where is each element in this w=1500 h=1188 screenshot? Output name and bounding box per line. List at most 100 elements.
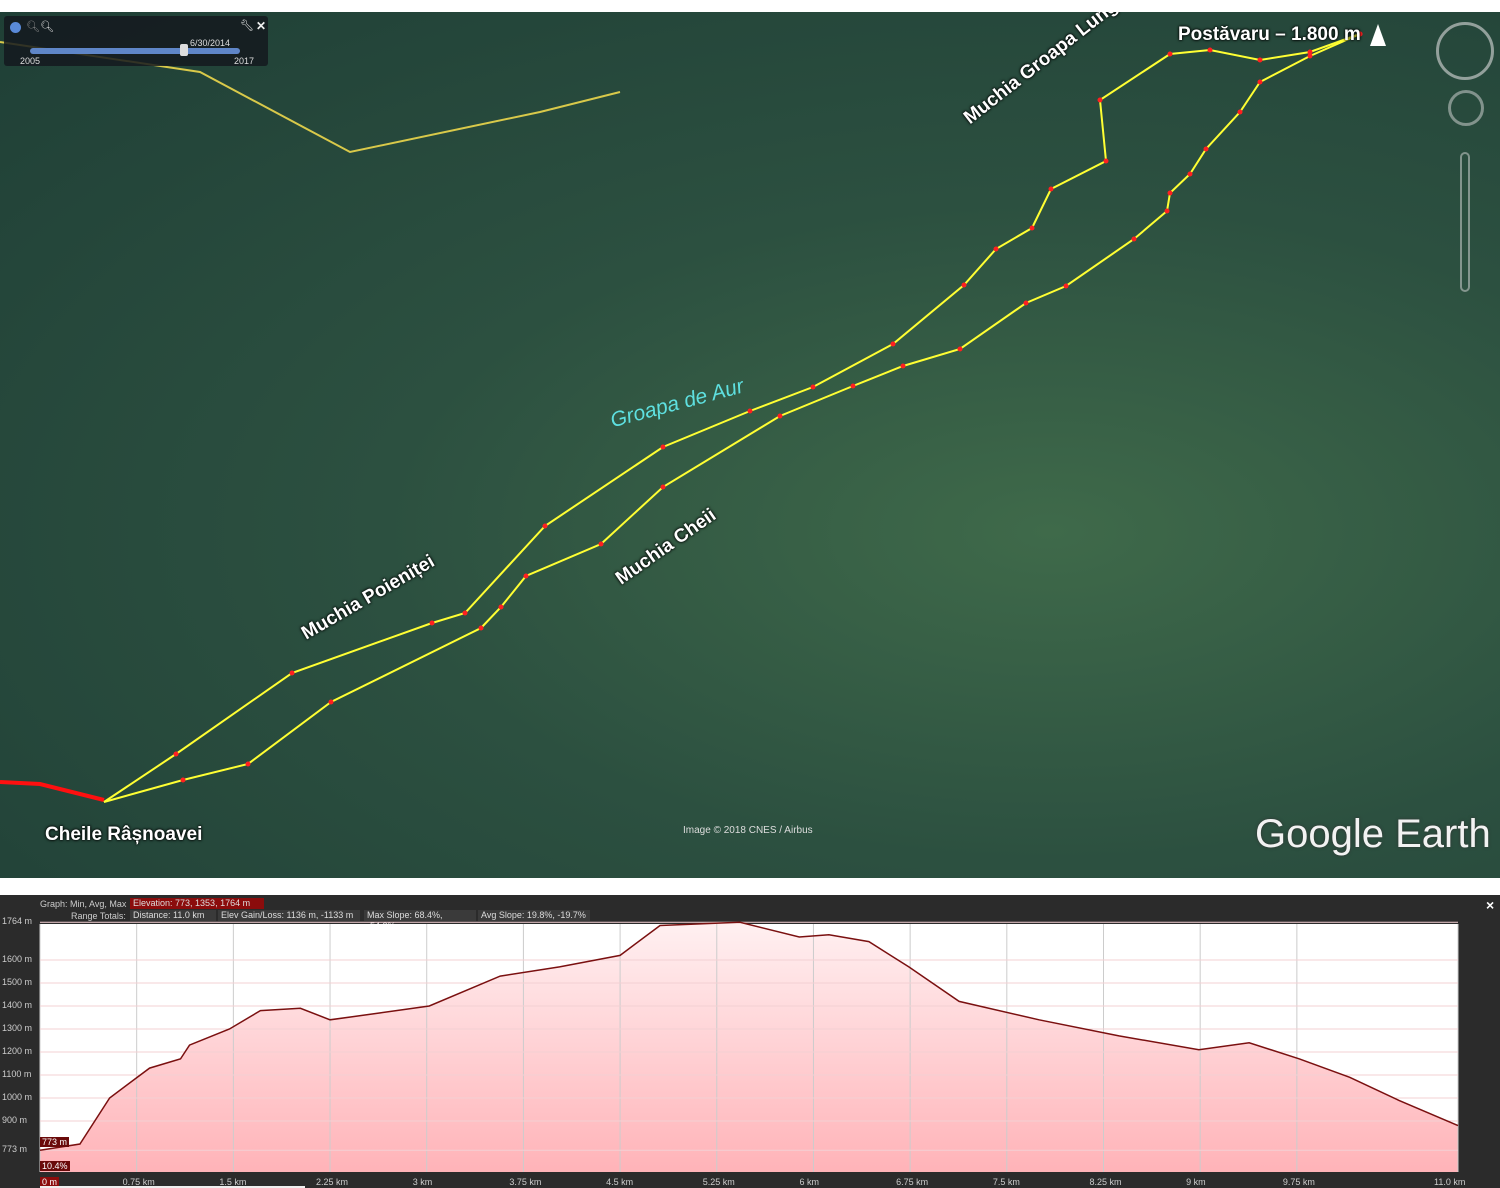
graph-label: Graph: Min, Avg, Max	[40, 899, 127, 909]
summit-marker-icon	[1370, 24, 1386, 46]
waypoint[interactable]	[900, 363, 906, 369]
waypoint[interactable]	[598, 541, 604, 547]
distance-stat: Distance: 11.0 km	[130, 910, 216, 921]
x-tick-label: 0 m	[40, 1177, 60, 1187]
waypoint[interactable]	[1207, 47, 1213, 53]
compass-icon[interactable]	[1436, 22, 1494, 80]
y-tick-label: 1400 m	[2, 1000, 33, 1010]
range-totals-label: Range Totals:	[71, 911, 126, 921]
map-view[interactable]: 🔍︎ 🔍︎ 🔧︎ ✕ 6/30/2014 2005 2017 Postăvaru…	[0, 12, 1500, 878]
end-year: 2017	[234, 56, 255, 66]
x-tick-label: 8.25 km	[1089, 1177, 1122, 1187]
avg-slope-stat: Avg Slope: 19.8%, -19.7%	[478, 910, 590, 921]
zoom-in-icon[interactable]: 🔍︎	[40, 21, 54, 33]
close-icon[interactable]: ✕	[256, 19, 267, 33]
waypoint[interactable]	[993, 246, 999, 252]
waypoint[interactable]	[173, 751, 179, 757]
y-tick-label: 1500 m	[2, 977, 33, 987]
waypoint[interactable]	[245, 761, 251, 767]
date-label: 6/30/2014	[190, 38, 231, 48]
x-tick-label: 3 km	[412, 1177, 433, 1187]
google-earth-logo: Google Earth	[1255, 812, 1491, 856]
waypoint[interactable]	[1307, 49, 1313, 55]
waypoint[interactable]	[328, 699, 334, 705]
zoom-out-icon[interactable]: 🔍︎	[26, 21, 40, 33]
waypoint[interactable]	[810, 384, 816, 390]
x-tick-label: 9.75 km	[1282, 1177, 1315, 1187]
waypoint[interactable]	[1203, 146, 1209, 152]
start-year: 2005	[20, 56, 41, 66]
x-tick-label: 6.75 km	[896, 1177, 929, 1187]
waypoint[interactable]	[289, 670, 295, 676]
waypoint[interactable]	[1307, 53, 1313, 59]
elevation-stats[interactable]: Elevation: 773, 1353, 1764 m	[130, 898, 264, 909]
x-tick-label: 2.25 km	[316, 1177, 349, 1187]
elevation-chart[interactable]	[0, 895, 1500, 1188]
waypoint[interactable]	[1023, 300, 1029, 306]
waypoint[interactable]	[462, 610, 468, 616]
waypoint[interactable]	[660, 484, 666, 490]
look-joystick-icon[interactable]	[1448, 90, 1484, 126]
waypoint[interactable]	[777, 413, 783, 419]
waypoint[interactable]	[1357, 31, 1363, 37]
y-tick-label: 1600 m	[2, 954, 33, 964]
waypoint[interactable]	[1048, 186, 1054, 192]
elevation-line	[39, 921, 1459, 1151]
x-tick-label: 7.5 km	[992, 1177, 1020, 1187]
close-profile-button[interactable]: ×	[1486, 897, 1495, 913]
waypoint[interactable]	[478, 625, 484, 631]
clock-icon[interactable]	[10, 22, 21, 33]
trail-cheii	[103, 33, 1361, 803]
waypoint[interactable]	[1237, 109, 1243, 115]
waypoint[interactable]	[1029, 225, 1035, 231]
wrench-icon[interactable]: 🔧︎	[240, 20, 254, 32]
waypoint[interactable]	[660, 444, 666, 450]
waypoint[interactable]	[1167, 51, 1173, 57]
elevation-profile: Graph: Min, Avg, Max Elevation: 773, 135…	[0, 895, 1500, 1188]
waypoint[interactable]	[523, 573, 529, 579]
zoom-slider[interactable]	[1460, 152, 1470, 292]
trail-overlay	[0, 31, 1363, 803]
waypoint[interactable]	[957, 346, 963, 352]
y-tick-label: 1764 m	[2, 916, 33, 927]
waypoint[interactable]	[1063, 283, 1069, 289]
waypoint[interactable]	[961, 282, 967, 288]
waypoint[interactable]	[1164, 208, 1170, 214]
waypoint[interactable]	[1131, 236, 1137, 242]
label-summit: Postăvaru – 1.800 m	[1178, 24, 1361, 45]
imagery-credit: Image © 2018 CNES / Airbus	[683, 825, 813, 836]
trail-poienitei	[103, 33, 1361, 803]
waypoint[interactable]	[1257, 57, 1263, 63]
x-tick-label: 9 km	[1186, 1177, 1206, 1187]
waypoint[interactable]	[1103, 158, 1109, 164]
waypoint[interactable]	[1097, 97, 1103, 103]
waypoint[interactable]	[1167, 190, 1173, 196]
access-road	[0, 780, 105, 802]
x-tick-label: 1.5 km	[219, 1177, 247, 1187]
x-tick-label: 5.25 km	[702, 1177, 735, 1187]
cursor-slope: 10.4%	[40, 1161, 70, 1171]
waypoint[interactable]	[1257, 79, 1263, 85]
time-track[interactable]	[30, 48, 240, 54]
cursor-elevation: 773 m	[40, 1137, 70, 1147]
y-tick-label: 1100 m	[2, 1069, 32, 1079]
y-tick-label: 900 m	[2, 1115, 28, 1125]
y-tick-label: 1200 m	[2, 1046, 33, 1056]
waypoint[interactable]	[747, 408, 753, 414]
waypoint[interactable]	[1187, 171, 1193, 177]
x-tick-label: 3.75 km	[509, 1177, 542, 1187]
waypoint[interactable]	[429, 620, 435, 626]
range-scrollbar[interactable]	[40, 1186, 305, 1188]
historical-imagery-slider[interactable]: 🔍︎ 🔍︎ 🔧︎ ✕ 6/30/2014 2005 2017	[4, 16, 268, 66]
y-tick-label: 1000 m	[2, 1092, 33, 1102]
waypoint[interactable]	[498, 604, 504, 610]
x-tick-label: 0.75 km	[122, 1177, 155, 1187]
gain-loss-stat: Elev Gain/Loss: 1136 m, -1133 m	[218, 910, 360, 921]
waypoint[interactable]	[542, 523, 548, 529]
x-tick-label: 11.0 km	[1434, 1177, 1466, 1187]
waypoint[interactable]	[890, 341, 896, 347]
waypoint[interactable]	[850, 383, 856, 389]
waypoint[interactable]	[180, 777, 186, 783]
time-thumb[interactable]	[180, 44, 188, 56]
x-tick-label: 4.5 km	[606, 1177, 634, 1187]
